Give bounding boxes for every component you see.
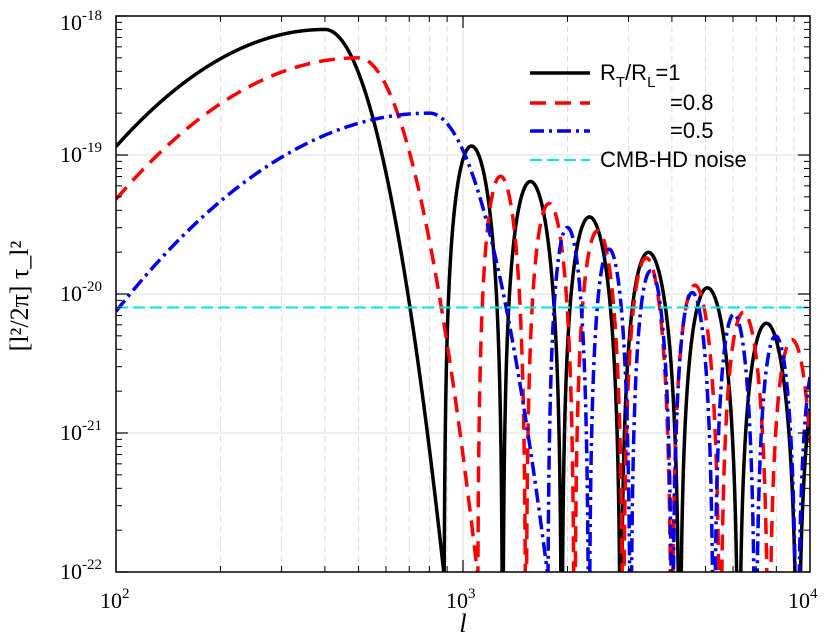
- series-line-0: [116, 27, 810, 572]
- x-tick-label-1: 103: [446, 586, 476, 613]
- legend-label-3: CMB-HD noise: [600, 147, 747, 172]
- y-tick-label-2: 10-20: [60, 279, 102, 306]
- series-line-1: [116, 56, 810, 572]
- x-tick-labels: 102 103 104: [100, 586, 818, 613]
- legend: RT/RL=1 =0.8 =0.5 CMB-HD noise: [530, 60, 747, 172]
- series-layer: [116, 27, 810, 572]
- legend-label-1: =0.8: [670, 90, 713, 115]
- y-tick-labels: 10-22 10-21 10-20 10-19 10-18: [60, 8, 102, 584]
- legend-label-0: RT/RL=1: [600, 60, 681, 91]
- y-tick-label-3: 10-19: [60, 140, 102, 167]
- y-tick-label-0: 10-22: [60, 557, 102, 584]
- y-tick-label-1: 10-21: [60, 418, 102, 445]
- legend-label-2: =0.5: [670, 118, 713, 143]
- axis-ticks: [115, 15, 810, 573]
- series-line-2: [116, 111, 810, 572]
- x-tick-label-0: 102: [100, 586, 130, 613]
- x-tick-label-2: 104: [788, 586, 818, 613]
- x-axis-label: l: [459, 609, 466, 638]
- y-tick-label-4: 10-18: [60, 8, 102, 35]
- y-axis-label: [l²/2π] τ_l²: [5, 240, 34, 351]
